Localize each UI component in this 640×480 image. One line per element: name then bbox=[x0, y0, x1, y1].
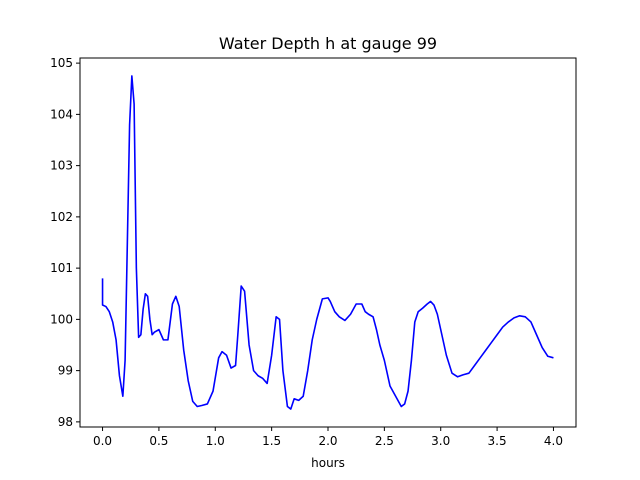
y-tick-label: 98 bbox=[58, 415, 73, 429]
y-tick-label: 99 bbox=[58, 364, 73, 378]
y-tick-label: 103 bbox=[50, 159, 73, 173]
x-tick-label: 3.5 bbox=[488, 434, 507, 448]
x-tick-label: 0.5 bbox=[149, 434, 168, 448]
y-tick-label: 102 bbox=[50, 210, 73, 224]
x-tick-label: 2.0 bbox=[318, 434, 337, 448]
x-tick-label: 4.0 bbox=[544, 434, 563, 448]
y-tick-label: 100 bbox=[50, 312, 73, 326]
x-tick-label: 3.0 bbox=[431, 434, 450, 448]
y-tick-label: 104 bbox=[50, 107, 73, 121]
y-axis-ticks: 98 99 100 101 102 103 104 105 bbox=[50, 56, 80, 429]
x-axis-label: hours bbox=[311, 456, 345, 470]
x-tick-label: 0.0 bbox=[93, 434, 112, 448]
x-tick-label: 1.0 bbox=[206, 434, 225, 448]
x-axis-ticks: 0.0 0.5 1.0 1.5 2.0 2.5 3.0 3.5 4.0 bbox=[93, 427, 563, 448]
x-tick-label: 2.5 bbox=[375, 434, 394, 448]
y-tick-label: 101 bbox=[50, 261, 73, 275]
y-tick-label: 105 bbox=[50, 56, 73, 70]
x-tick-label: 1.5 bbox=[262, 434, 281, 448]
chart-title: Water Depth h at gauge 99 bbox=[219, 34, 437, 53]
series-line bbox=[101, 75, 554, 410]
